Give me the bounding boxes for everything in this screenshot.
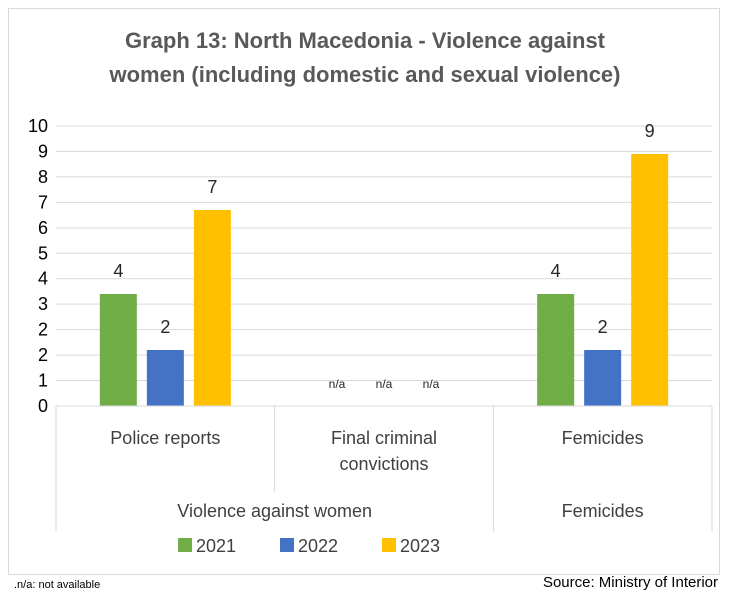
x-group-label: Femicides xyxy=(562,501,644,521)
chart-title: Graph 13: North Macedonia - Violence aga… xyxy=(0,24,730,92)
y-tick-label: 6 xyxy=(38,218,48,238)
y-tick-label: 1 xyxy=(38,371,48,391)
bar xyxy=(146,350,184,406)
na-footnote: .n/a: not available xyxy=(14,579,101,591)
data-label: 2 xyxy=(160,317,170,337)
legend-label: 2021 xyxy=(196,536,236,556)
y-tick-label: 2 xyxy=(38,345,48,365)
x-group-label: Violence against women xyxy=(177,501,372,521)
bar xyxy=(631,154,669,406)
data-label: 4 xyxy=(551,261,561,281)
bar xyxy=(193,210,231,406)
data-label-na: n/a xyxy=(329,377,346,391)
data-label: 2 xyxy=(598,317,608,337)
data-label: 7 xyxy=(207,177,217,197)
y-tick-label: 8 xyxy=(38,167,48,187)
y-tick-label: 0 xyxy=(38,396,48,416)
legend-swatch xyxy=(382,538,396,552)
bar xyxy=(537,294,575,406)
chart-title-line-1: Graph 13: North Macedonia - Violence aga… xyxy=(124,28,606,53)
x-category-label: convictions xyxy=(339,454,428,474)
chart-frame xyxy=(8,8,720,575)
data-label: 4 xyxy=(113,261,123,281)
x-category-label: Femicides xyxy=(562,428,644,448)
y-tick-label: 4 xyxy=(38,269,48,289)
legend-label: 2022 xyxy=(298,536,338,556)
data-label: 9 xyxy=(645,121,655,141)
legend-swatch xyxy=(178,538,192,552)
source-note: Source: Ministry of Interior xyxy=(542,574,718,591)
y-tick-label: 5 xyxy=(38,243,48,263)
bar xyxy=(99,294,137,406)
y-tick-label: 10 xyxy=(28,116,48,136)
data-label-na: n/a xyxy=(376,377,393,391)
bar xyxy=(584,350,622,406)
chart-title-line-2: women (including domestic and sexual vio… xyxy=(109,62,621,87)
legend-swatch xyxy=(280,538,294,552)
y-tick-label: 2 xyxy=(38,320,48,340)
data-label-na: n/a xyxy=(423,377,440,391)
x-category-label: Final criminal xyxy=(331,428,437,448)
legend-label: 2023 xyxy=(400,536,440,556)
y-tick-label: 9 xyxy=(38,141,48,161)
y-tick-label: 7 xyxy=(38,192,48,212)
y-tick-label: 3 xyxy=(38,294,48,314)
x-category-label: Police reports xyxy=(110,428,220,448)
